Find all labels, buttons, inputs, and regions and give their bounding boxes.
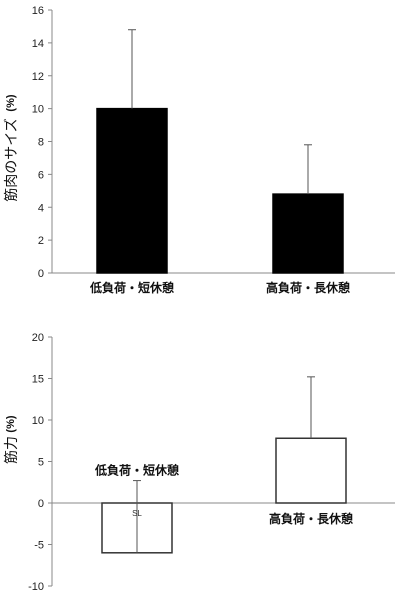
chart1-y-tick-label: 4 bbox=[38, 202, 44, 214]
chart1-ylabel-unit: (%) bbox=[5, 94, 17, 111]
chart1-bar bbox=[272, 193, 344, 274]
chart1-category-label: 低負荷・短休憩 bbox=[89, 280, 174, 295]
chart1-y-tick-label: 12 bbox=[32, 71, 44, 83]
chart2-y-tick-label: 5 bbox=[38, 457, 44, 469]
chart1-y-tick-label: 16 bbox=[32, 5, 44, 17]
chart2-y-tick-label: 20 bbox=[32, 332, 44, 344]
chart2-y-tick-label: 0 bbox=[38, 498, 44, 510]
chart2-y-tick-label: 15 bbox=[32, 374, 44, 386]
chart2-annotation: SL bbox=[132, 509, 142, 518]
chart1-ylabel: 筋肉のサイズ bbox=[3, 118, 20, 202]
chart1-bar bbox=[96, 107, 168, 274]
chart1-y-tick-label: 14 bbox=[32, 38, 44, 50]
chart2-y-tick-label: -5 bbox=[34, 540, 44, 552]
chart2-ylabel-unit: (%) bbox=[5, 415, 17, 432]
chart1-category-label: 高負荷・長休憩 bbox=[266, 280, 350, 295]
chart2-y-tick-label: 10 bbox=[32, 415, 44, 427]
chart2-ylabel: 筋力 bbox=[3, 436, 20, 464]
chart1-y-tick-label: 2 bbox=[38, 235, 44, 247]
chart2-y-tick-label: -10 bbox=[28, 581, 44, 592]
chart2-category-label: 高負荷・長休憩 bbox=[269, 511, 353, 526]
chart1-y-tick-label: 0 bbox=[38, 268, 44, 280]
chart2-category-label: 低負荷・短休憩 bbox=[94, 463, 179, 478]
chart-muscle-size: (%) 筋肉のサイズ 0 2 4 6 8 10 12 14 16 低負荷・短休憩 高負荷・長休憩 bbox=[3, 5, 395, 295]
chart1-y-tick-label: 10 bbox=[32, 104, 44, 116]
chart1-y-tick-label: 6 bbox=[38, 169, 44, 181]
chart2-bar bbox=[275, 437, 347, 504]
chart1-y-tick-label: 8 bbox=[38, 137, 44, 149]
